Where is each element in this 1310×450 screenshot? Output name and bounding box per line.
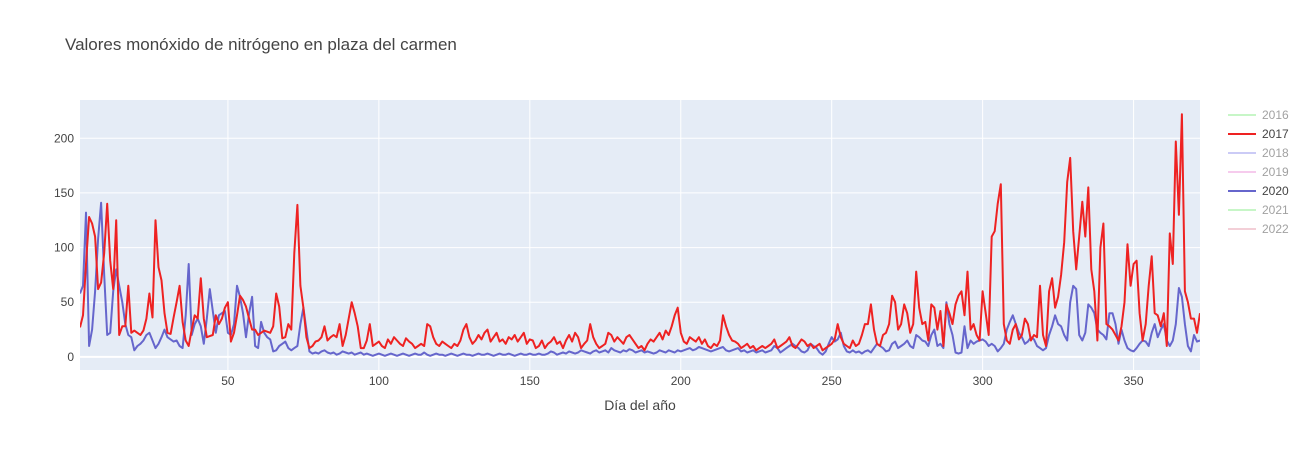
legend-item-2016[interactable]: 2016 — [1228, 108, 1289, 122]
y-tick-label: 0 — [67, 350, 74, 364]
x-axis-title: Día del año — [604, 397, 676, 413]
legend-item-2022[interactable]: 2022 — [1228, 222, 1289, 236]
x-tick-label: 200 — [671, 374, 691, 388]
x-tick-label: 100 — [369, 374, 389, 388]
y-axis-ticks: 0 50 100 150 200 — [54, 131, 74, 364]
legend-label: 2019 — [1262, 165, 1289, 179]
series-line-2020 — [80, 201, 1200, 357]
x-tick-label: 250 — [822, 374, 842, 388]
legend-label: 2016 — [1262, 108, 1289, 122]
x-tick-label: 150 — [520, 374, 540, 388]
legend-label: 2021 — [1262, 203, 1289, 217]
legend-label: 2017 — [1262, 127, 1289, 141]
y-tick-label: 150 — [54, 186, 74, 200]
legend-label: 2022 — [1262, 222, 1289, 236]
legend-item-2018[interactable]: 2018 — [1228, 146, 1289, 160]
x-tick-label: 50 — [221, 374, 235, 388]
gridlines — [80, 100, 1200, 370]
x-axis-ticks: 50 100 150 200 250 300 350 — [221, 374, 1144, 388]
series-lines — [80, 113, 1200, 357]
legend-label: 2018 — [1262, 146, 1289, 160]
plot-area — [80, 100, 1200, 370]
y-tick-label: 200 — [54, 131, 74, 145]
series-line-2017 — [80, 113, 1200, 352]
legend-item-2021[interactable]: 2021 — [1228, 203, 1289, 217]
legend-item-2019[interactable]: 2019 — [1228, 165, 1289, 179]
y-tick-label: 50 — [61, 295, 75, 309]
legend-item-2017[interactable]: 2017 — [1228, 127, 1289, 141]
x-tick-label: 350 — [1124, 374, 1144, 388]
chart-title: Valores monóxido de nitrógeno en plaza d… — [65, 35, 457, 54]
x-tick-label: 300 — [973, 374, 993, 388]
legend[interactable]: 2016 2017 2018 2019 2020 2021 2022 — [1228, 108, 1289, 236]
legend-item-2020[interactable]: 2020 — [1228, 184, 1289, 198]
y-tick-label: 100 — [54, 241, 74, 255]
legend-label: 2020 — [1262, 184, 1289, 198]
